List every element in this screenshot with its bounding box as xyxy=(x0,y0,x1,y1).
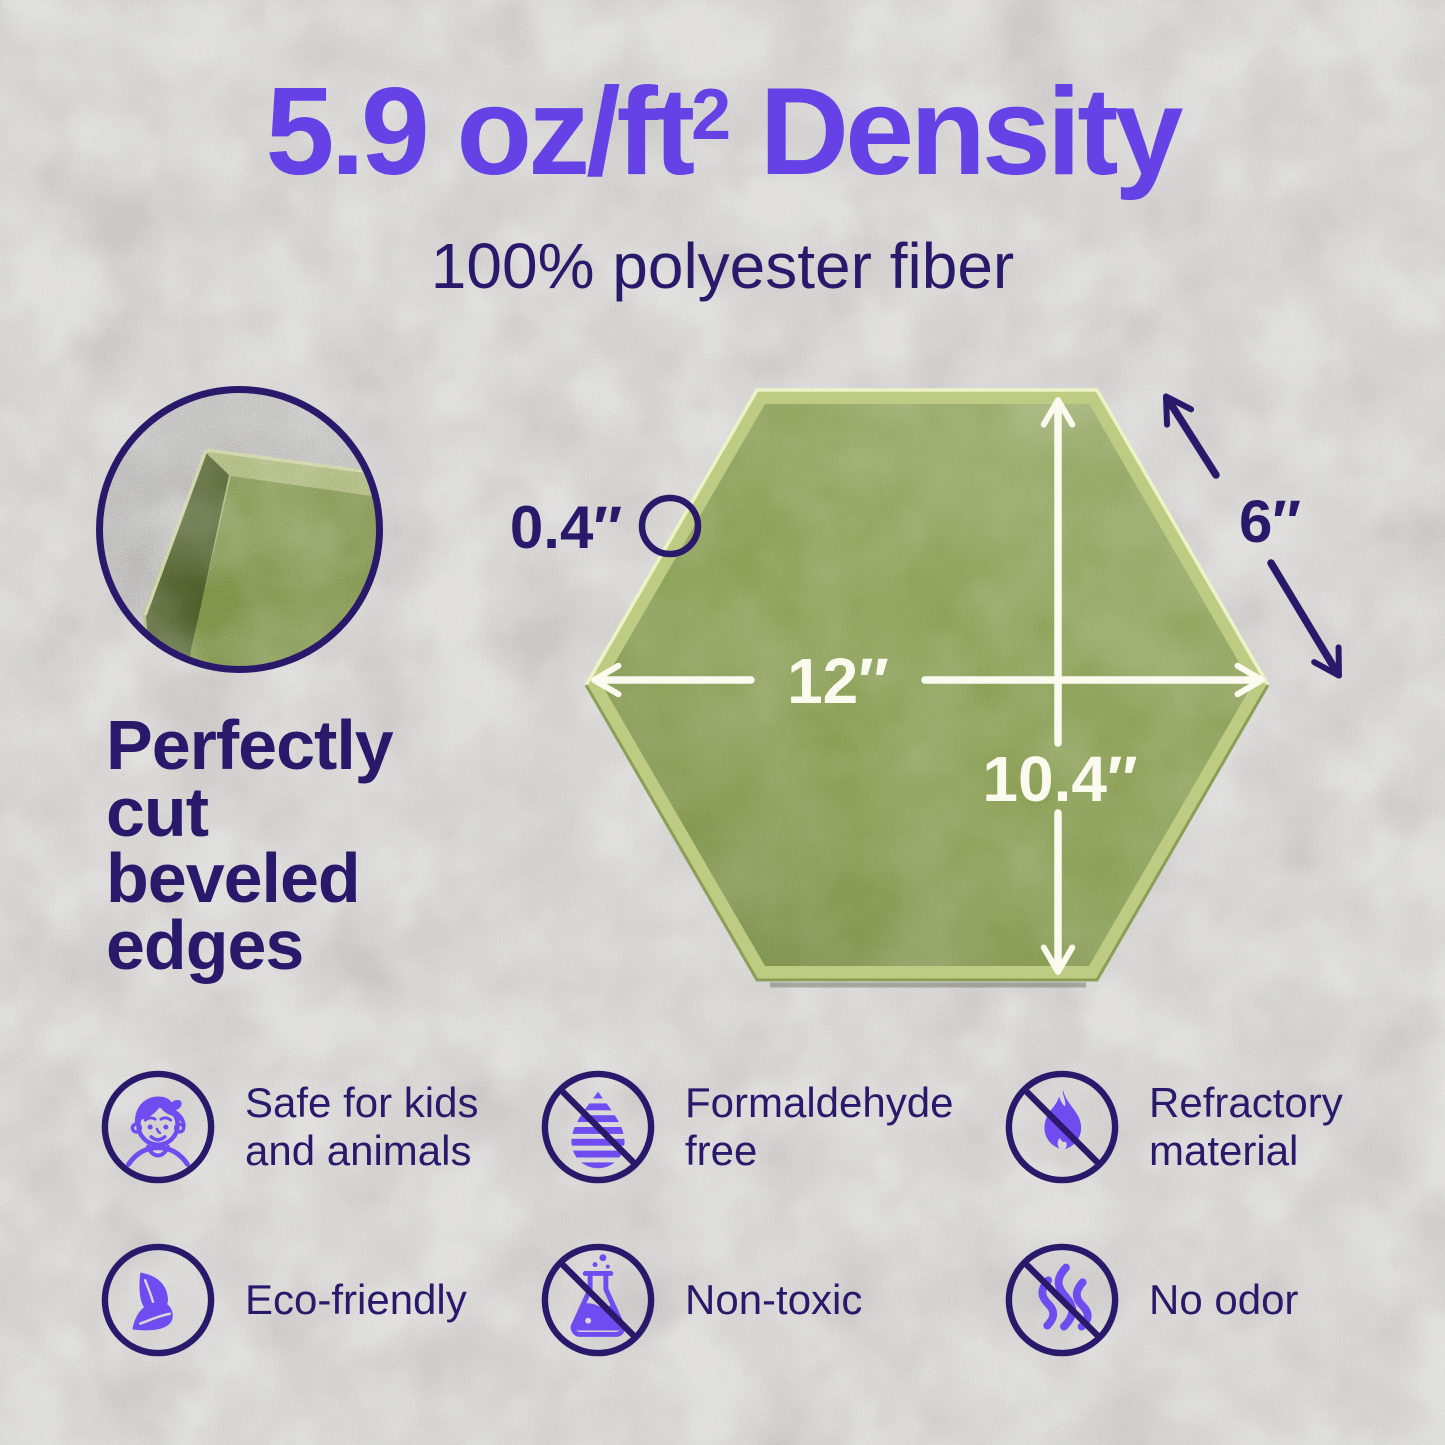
feature-item: Safe for kids and animals xyxy=(99,1068,525,1186)
eco-leaves-icon xyxy=(101,1243,215,1357)
caption-line: beveled xyxy=(106,839,361,917)
caption-line: edges xyxy=(106,905,304,984)
beveled-edges-caption: Perfectly cut beveled edges xyxy=(106,706,526,984)
feature-item: Eco-friendly xyxy=(99,1241,525,1359)
caption-line: cut xyxy=(106,772,209,851)
edge-dimension-label: 6″ xyxy=(1239,488,1301,555)
edge-dimension-arrow-lower xyxy=(1267,559,1342,679)
height-dimension-label: 10.4″ xyxy=(982,743,1137,815)
feature-item: Non-toxic xyxy=(539,1241,995,1359)
thickness-label: 0.4″ xyxy=(510,494,622,561)
title-text-after: Density xyxy=(729,63,1184,201)
page-title: 5.9 oz/ft2 Density xyxy=(0,70,1445,194)
no-water-drop-icon xyxy=(541,1070,655,1184)
feature-label: Formaldehyde free xyxy=(685,1079,954,1174)
feature-item: Refractory material xyxy=(1003,1068,1429,1186)
subtitle: 100% polyester fiber xyxy=(430,230,1015,302)
edge-dimension-arrow-upper xyxy=(1162,393,1220,479)
title-text: 5.9 oz/ft xyxy=(265,63,696,201)
feature-label: Refractory material xyxy=(1149,1079,1343,1174)
beveled-edge-closeup xyxy=(96,386,383,673)
width-dimension-label: 12″ xyxy=(787,645,889,717)
closeup-panel-corner xyxy=(103,393,376,666)
feature-label: Safe for kids and animals xyxy=(245,1079,479,1174)
no-toxic-flask-icon xyxy=(541,1243,655,1357)
feature-item: Formaldehyde free xyxy=(539,1068,995,1186)
feature-label: No odor xyxy=(1149,1276,1299,1324)
thickness-marker-circle xyxy=(638,494,702,558)
no-odor-icon xyxy=(1005,1243,1119,1357)
feature-label: Non-toxic xyxy=(685,1276,863,1324)
no-flame-icon xyxy=(1005,1070,1119,1184)
caption-line: Perfectly xyxy=(106,706,394,784)
panel-dimensions-diagram: 12″ 10.4″ 0.4″ 6″ xyxy=(510,388,1342,988)
feature-item: No odor xyxy=(1003,1241,1429,1359)
title-superscript: 2 xyxy=(691,75,731,156)
feature-label: Eco-friendly xyxy=(245,1276,467,1324)
closeup-circle-border xyxy=(96,386,383,673)
kid-face-icon xyxy=(101,1070,215,1184)
hexagon-panel xyxy=(584,388,1270,982)
